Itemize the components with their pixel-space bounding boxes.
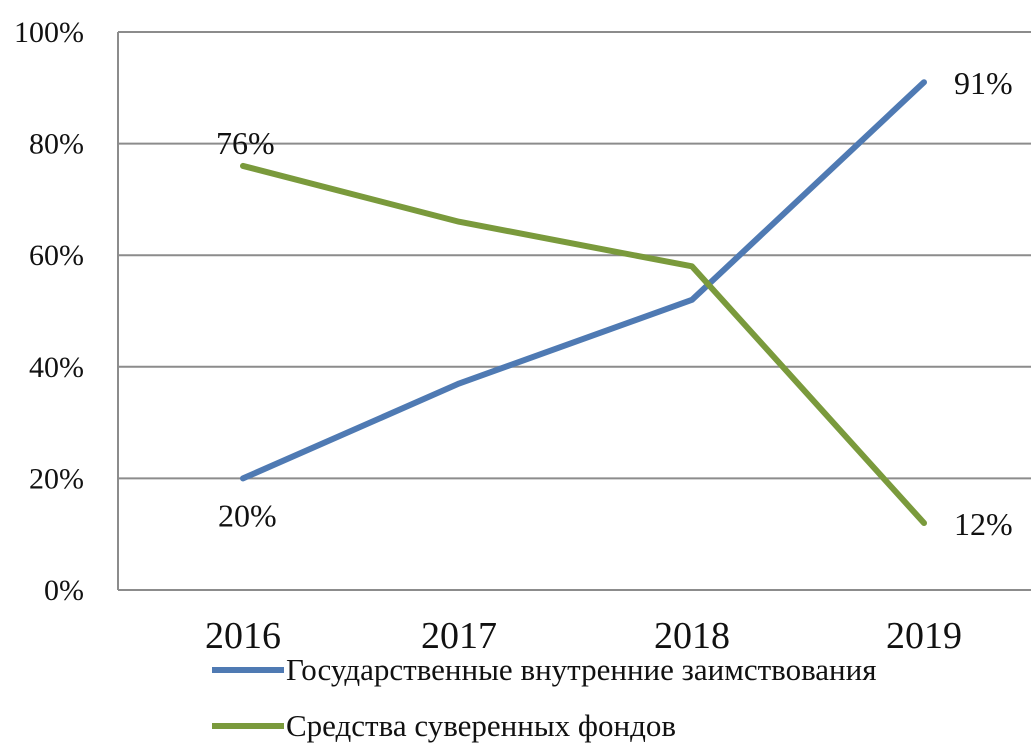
x-axis: 2016 2017 2018 2019 (205, 615, 962, 657)
y-tick-label: 60% (29, 239, 84, 272)
plot-area: 20% 91% 76% 12% (216, 65, 1013, 542)
y-axis: 0% 20% 40% 60% 80% 100% (14, 16, 84, 607)
y-tick-label: 20% (29, 462, 84, 495)
x-tick-label: 2016 (205, 615, 281, 657)
y-tick-label: 100% (14, 16, 84, 49)
series-line-1 (240, 79, 927, 482)
y-tick-label: 0% (44, 574, 84, 607)
x-tick-label: 2018 (654, 615, 730, 657)
legend-label-2: Средства суверенных фондов (286, 708, 676, 743)
data-label: 76% (216, 125, 275, 161)
legend: Государственные внутренние заимствования… (212, 652, 877, 743)
y-tick-label: 40% (29, 351, 84, 384)
data-label: 12% (954, 506, 1013, 542)
x-tick-label: 2019 (886, 615, 962, 657)
data-label: 20% (218, 497, 277, 533)
y-tick-label: 80% (29, 128, 84, 161)
legend-label-1: Государственные внутренние заимствования (286, 652, 877, 687)
series-line-2 (240, 162, 927, 527)
x-tick-label: 2017 (421, 615, 497, 657)
data-label: 91% (954, 65, 1013, 101)
grid-lines (117, 31, 1031, 591)
